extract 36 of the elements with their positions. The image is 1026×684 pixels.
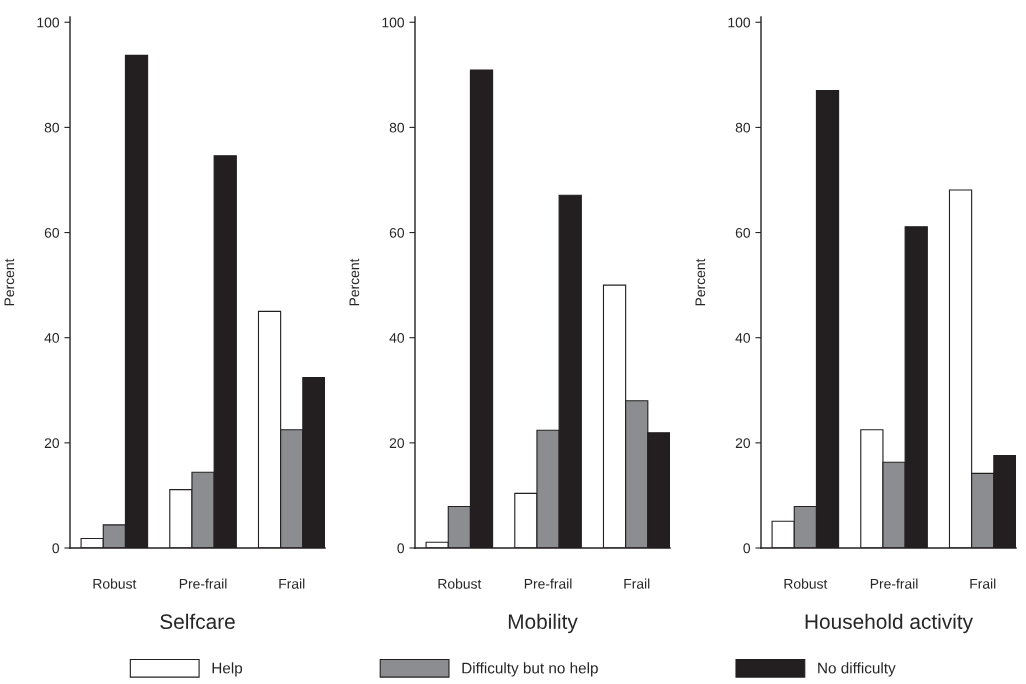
- y-tick-label: 60: [44, 227, 60, 238]
- y-tick-label: 40: [389, 333, 405, 343]
- y-tick-label: 0: [52, 543, 60, 554]
- legend-label: Help: [212, 662, 243, 677]
- x-tick-label: Robust: [438, 578, 482, 589]
- y-tick-label: 0: [397, 543, 405, 554]
- y-tick-label: 60: [389, 227, 405, 238]
- y-tick-label: 100: [382, 17, 405, 28]
- x-tick-label: Pre-frail: [870, 578, 918, 589]
- x-tick-label: Frail: [624, 578, 650, 589]
- y-axis-title: Percent: [4, 258, 15, 306]
- x-tick-label: Robust: [784, 578, 828, 589]
- y-tick-label: 20: [389, 438, 405, 449]
- y-axis-title: Percent: [349, 258, 360, 306]
- x-tick-label: Frail: [970, 578, 996, 589]
- legend-label: Difficulty but no help: [462, 662, 598, 677]
- x-tick-label: Pre-frail: [179, 578, 227, 589]
- y-tick-label: 80: [389, 122, 405, 133]
- legend-label: No difficulty: [818, 662, 896, 677]
- x-tick-label: Robust: [93, 578, 137, 589]
- x-axis-title: Household activity: [805, 613, 973, 634]
- y-tick-label: 100: [37, 17, 60, 28]
- y-tick-label: 80: [44, 122, 60, 133]
- y-tick-label: 60: [735, 227, 751, 238]
- y-tick-label: 80: [735, 122, 751, 133]
- x-axis-title: Mobility: [508, 613, 578, 634]
- x-axis-title: Selfcare: [160, 613, 235, 630]
- y-tick-label: 20: [735, 438, 751, 449]
- y-tick-label: 40: [735, 333, 751, 343]
- x-tick-label: Pre-frail: [524, 578, 572, 589]
- y-tick-label: 20: [44, 438, 60, 449]
- y-tick-label: 40: [44, 333, 60, 343]
- y-tick-label: 0: [743, 543, 751, 554]
- x-tick-label: Frail: [279, 578, 305, 589]
- y-tick-label: 100: [728, 17, 751, 28]
- y-axis-title: Percent: [695, 258, 706, 306]
